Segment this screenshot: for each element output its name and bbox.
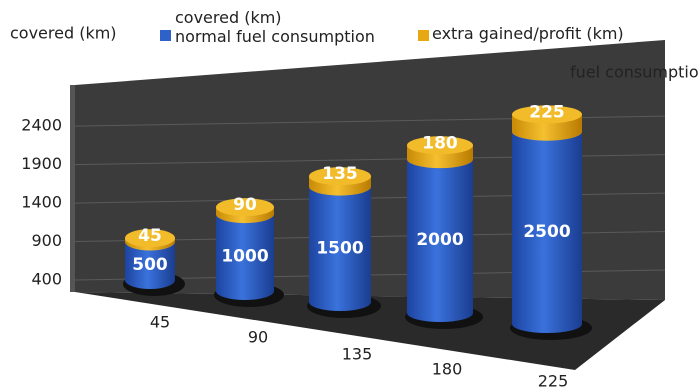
data-label: 500	[132, 255, 168, 275]
x-tick-label: 180	[432, 360, 463, 379]
data-label: 90	[233, 195, 257, 215]
data-label: 2000	[416, 230, 463, 250]
cylinder-top	[512, 105, 582, 124]
cylinder-body	[216, 214, 274, 291]
data-label: 1500	[316, 238, 363, 258]
cylinder-body	[407, 159, 473, 313]
legend-label: extra gained/profit (km)	[432, 24, 624, 43]
data-label: 225	[529, 102, 565, 122]
cylinder-top	[309, 167, 371, 186]
cylinder-top	[125, 229, 175, 248]
data-label: 1000	[221, 247, 268, 267]
legend-swatch	[418, 30, 429, 41]
cylinder-top	[216, 198, 274, 217]
side-wall	[70, 85, 75, 292]
data-label: 2500	[523, 222, 570, 242]
legend-swatch	[160, 30, 171, 41]
data-label: 180	[422, 133, 458, 153]
x-tick-label: 45	[150, 313, 170, 332]
cylinder-top	[407, 136, 473, 155]
x-tick-label: 90	[248, 328, 268, 347]
x-axis-title: fuel consumption	[570, 63, 698, 82]
cylinder-body	[309, 186, 371, 302]
y-tick-label: 2400	[21, 116, 62, 135]
y-axis-title: covered (km)	[10, 24, 117, 43]
y-tick-label: 1400	[21, 193, 62, 212]
data-label: 45	[138, 226, 162, 246]
y-tick-label: 900	[31, 231, 62, 250]
y-tick-label: 1900	[21, 154, 62, 173]
data-label: 135	[322, 164, 358, 184]
cylinder-body	[512, 131, 582, 324]
y-tick-label: 400	[31, 270, 62, 289]
x-tick-label: 135	[342, 345, 373, 364]
legend-label: covered (km) normal fuel consumption	[175, 8, 375, 46]
x-tick-label: 225	[538, 372, 569, 389]
